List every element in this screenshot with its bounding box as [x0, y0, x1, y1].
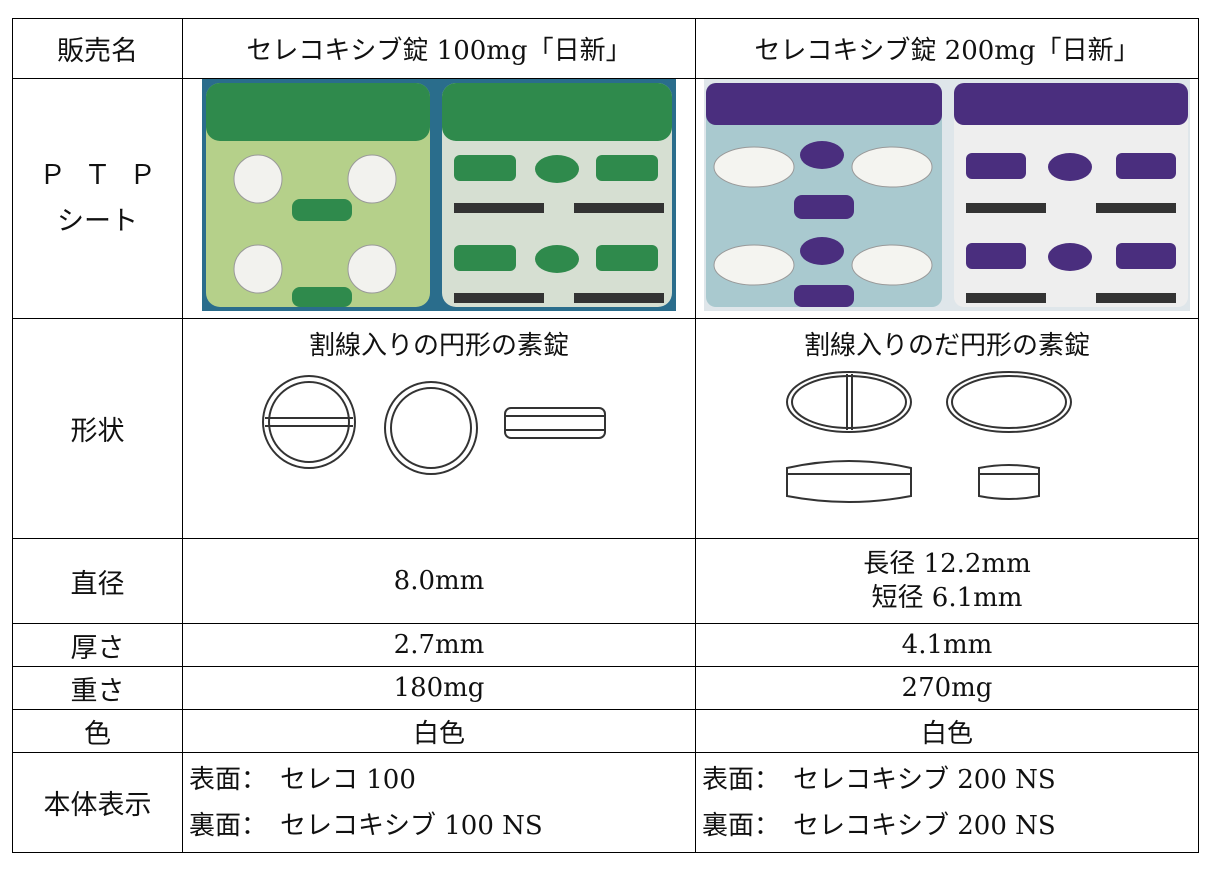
row-label: 直径: [12, 538, 183, 624]
ptp-image-cell: [182, 78, 696, 319]
row-label: 色: [12, 709, 183, 753]
value-cell: 8.0mm: [182, 538, 696, 624]
header-cell: 販売名: [12, 18, 183, 79]
value-cell: 白色: [182, 709, 696, 753]
row-label: 本体表示: [12, 752, 183, 853]
value-line: 表面： セレコ 100: [189, 764, 416, 795]
label-line: ＰＴＰ: [39, 159, 174, 191]
tablet-drawing: [262, 375, 606, 475]
shape-text: 割線入りの円形の素錠: [308, 331, 569, 361]
spec-table: 販売名 セレコキシブ錠 100mg「日新」 セレコキシブ錠 200mg「日新」 …: [12, 18, 1199, 853]
value-cell: 白色: [695, 709, 1199, 753]
value-cell: 180mg: [182, 666, 696, 710]
value-line: 短径 6.1mm: [871, 583, 1023, 613]
header-cell: セレコキシブ錠 100mg「日新」: [182, 18, 696, 79]
ptp-image-cell: [695, 78, 1199, 319]
row-label: ＰＴＰ シート: [12, 78, 183, 319]
value-line: 表面： セレコキシブ 200 NS: [702, 764, 1056, 795]
value-cell: 表面： セレコ 100 裏面： セレコキシブ 100 NS: [182, 752, 696, 853]
value-cell: 2.7mm: [182, 623, 696, 667]
value-line: 裏面： セレコキシブ 100 NS: [189, 810, 543, 841]
shape-text: 割線入りのだ円形の素錠: [803, 331, 1090, 361]
row-label: 形状: [12, 318, 183, 539]
value-cell: 長径 12.2mm 短径 6.1mm: [695, 538, 1199, 624]
value-cell: 270mg: [695, 666, 1199, 710]
tablet-drawing: [786, 371, 1072, 503]
row-label: 重さ: [12, 666, 183, 710]
value-cell: 表面： セレコキシブ 200 NS 裏面： セレコキシブ 200 NS: [695, 752, 1199, 853]
shape-cell: 割線入りのだ円形の素錠: [695, 318, 1199, 539]
header-cell: セレコキシブ錠 200mg「日新」: [695, 18, 1199, 79]
shape-cell: 割線入りの円形の素錠: [182, 318, 696, 539]
value-line: 裏面： セレコキシブ 200 NS: [702, 810, 1056, 841]
row-label: 厚さ: [12, 623, 183, 667]
ptp-image: [202, 79, 676, 311]
label-line: シート: [57, 205, 138, 237]
ptp-image: [704, 79, 1190, 311]
value-line: 長径 12.2mm: [863, 549, 1031, 579]
value-cell: 4.1mm: [695, 623, 1199, 667]
